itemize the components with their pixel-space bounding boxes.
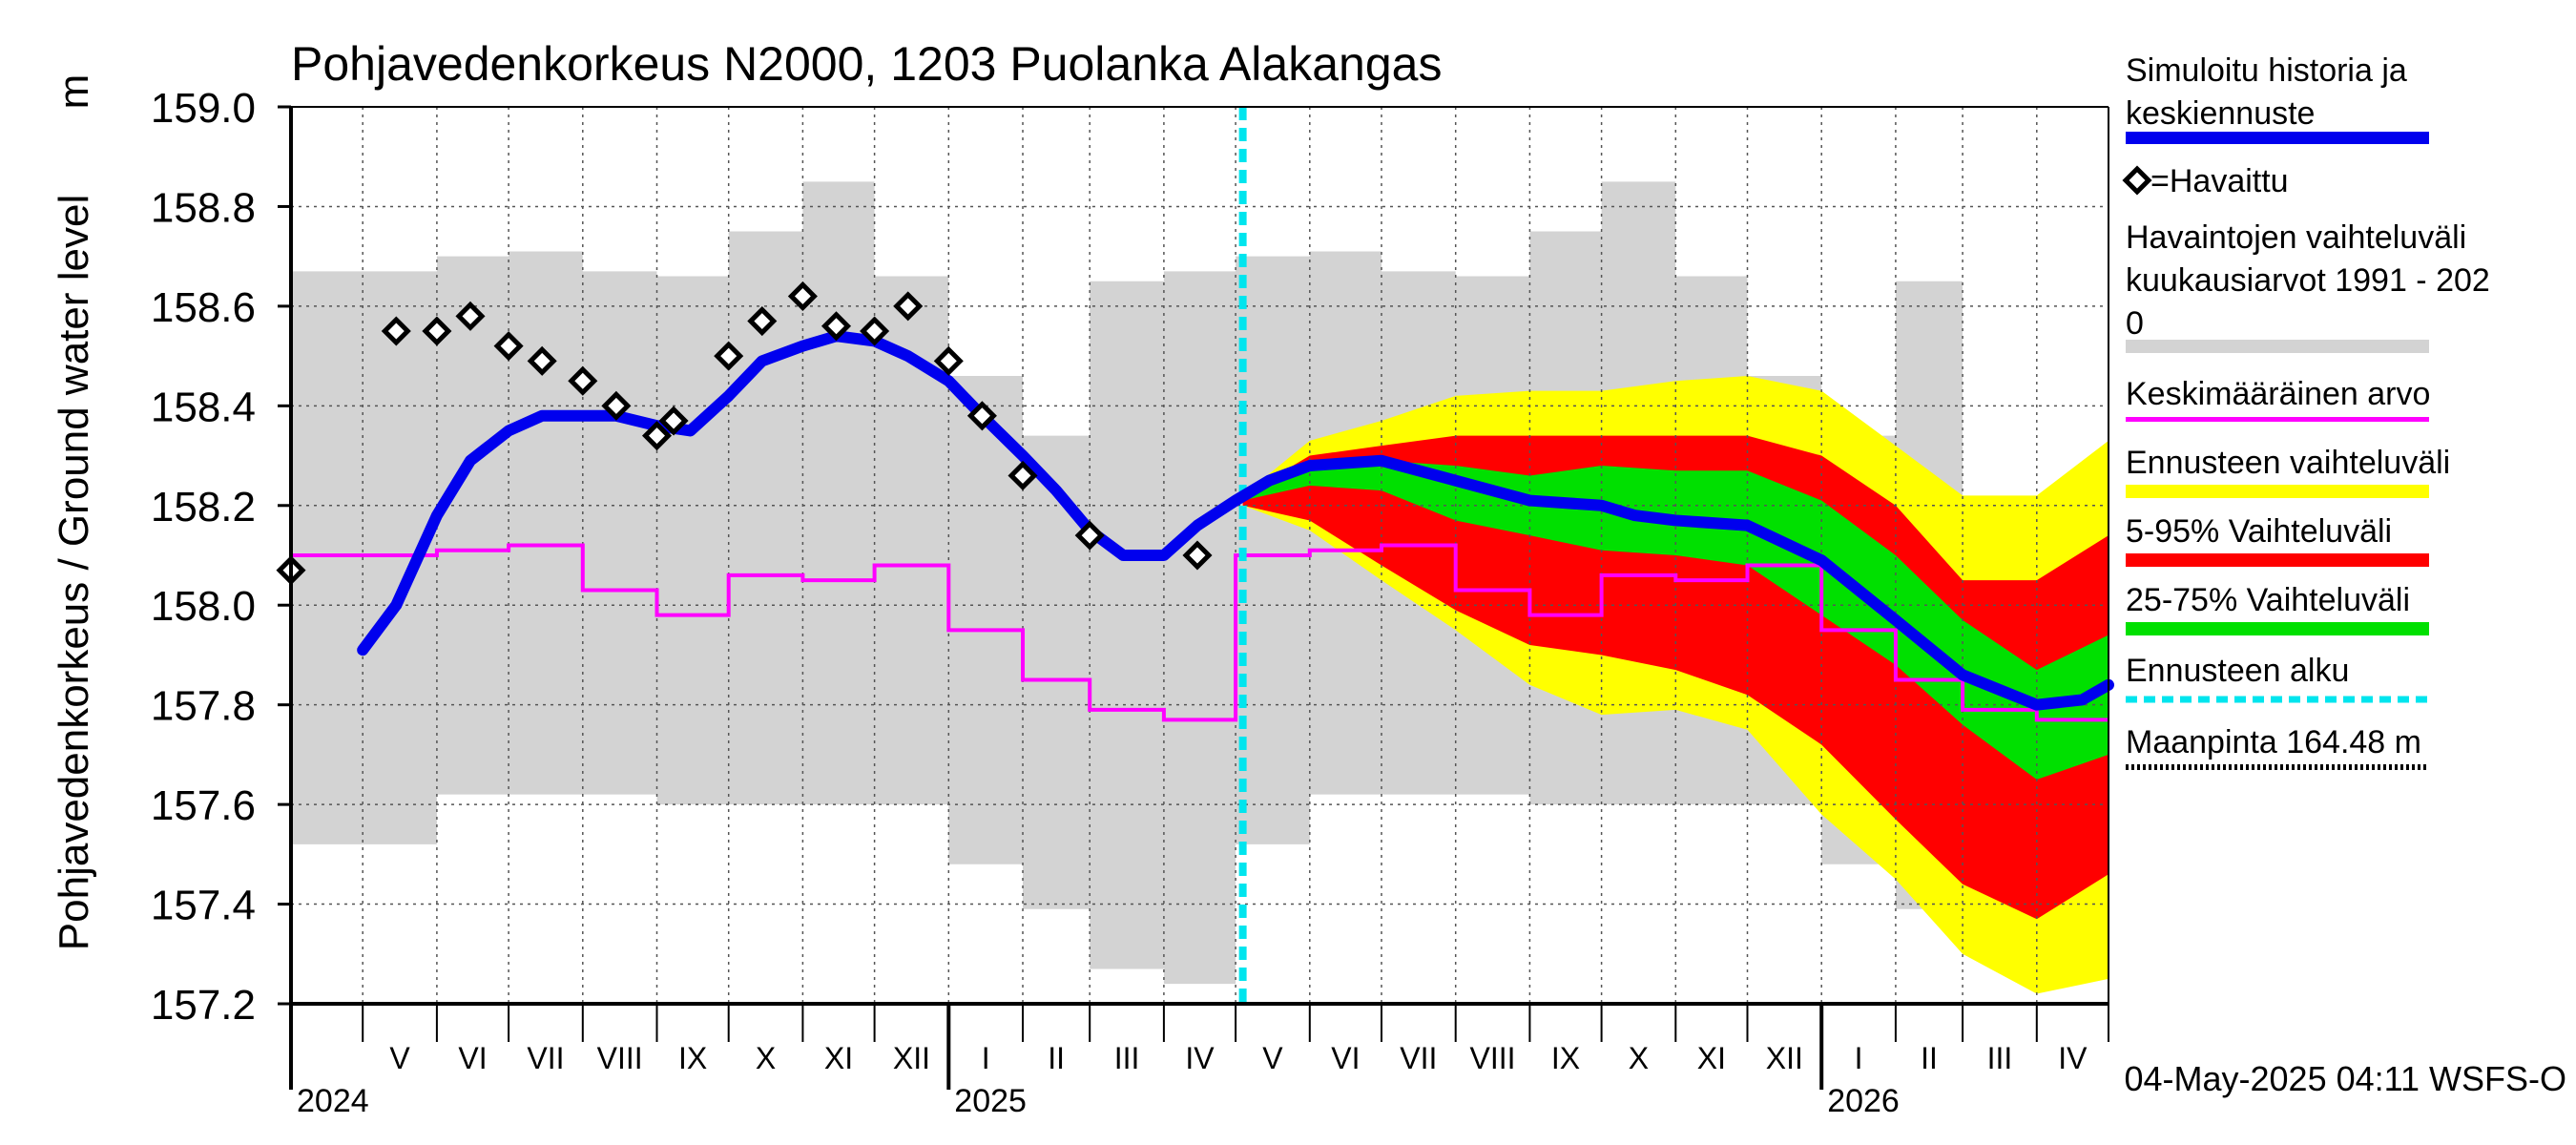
legend-label-mean: Keskimääräinen arvo: [2126, 376, 2430, 412]
month-label: X: [756, 1041, 776, 1075]
observed-point: [1008, 460, 1038, 490]
y-tick-label: 158.6: [151, 284, 256, 331]
month-label: II: [1048, 1041, 1065, 1075]
month-label: IV: [1185, 1041, 1215, 1075]
legend-label-simulated: Simuloitu historia ja: [2126, 52, 2407, 89]
observed-point: [493, 331, 524, 362]
y-tick-label: 158.8: [151, 184, 256, 231]
month-label: I: [1855, 1041, 1863, 1075]
observed-point: [381, 316, 411, 346]
observed-point: [787, 281, 818, 311]
legend-label-5-95: 5-95% Vaihteluväli: [2126, 513, 2392, 550]
month-label: XII: [893, 1041, 930, 1075]
year-label: 2025: [954, 1083, 1027, 1119]
month-label: XI: [824, 1041, 853, 1075]
observed-point: [455, 301, 486, 331]
legend-label-simulated: keskiennuste: [2126, 95, 2315, 132]
y-axis-unit: m: [51, 74, 97, 110]
month-label: III: [1987, 1041, 2013, 1075]
month-label: VIII: [597, 1041, 643, 1075]
month-label: IX: [1551, 1041, 1580, 1075]
y-tick-label: 158.4: [151, 384, 256, 430]
legend-label-range: 0: [2126, 305, 2144, 342]
month-label: VI: [1331, 1041, 1360, 1075]
legend-swatch-5-95: [2126, 553, 2429, 567]
month-label: V: [389, 1041, 410, 1075]
month-label: IX: [678, 1041, 707, 1075]
y-tick-label: 157.8: [151, 683, 256, 730]
y-tick-label: 157.2: [151, 982, 256, 1029]
historical-range-band: [291, 181, 1963, 985]
legend: Simuloitu historia ja keskiennuste =Havait…: [2122, 52, 2490, 770]
month-label: XII: [1766, 1041, 1803, 1075]
observed-point: [821, 311, 852, 342]
observed-point: [601, 390, 632, 421]
y-tick-label: 159.0: [151, 85, 256, 132]
observed-point: [658, 406, 689, 436]
month-label: XI: [1697, 1041, 1726, 1075]
y-ticks: 159.0 158.8 158.6 158.4 158.2 158.0 157.8 157.6…: [151, 85, 291, 1029]
observed-point: [568, 365, 598, 396]
y-axis-label: Pohjavedenkorkeus / Ground water level: [51, 195, 97, 950]
simulated-layer: [357, 330, 2114, 711]
month-label: V: [1262, 1041, 1283, 1075]
observed-layer: [276, 281, 1213, 586]
legend-swatch-mean: [2126, 417, 2429, 422]
footer-timestamp: 04-May-2025 04:11 WSFS-O: [2124, 1059, 2566, 1098]
year-label: 2026: [1827, 1083, 1900, 1119]
observed-point: [893, 291, 924, 322]
month-label: IV: [2058, 1041, 2088, 1075]
legend-swatch-25-75: [2126, 622, 2429, 635]
observed-point: [422, 316, 452, 346]
x-ticks: V VI VII VIII IX X XI XII I II III IV V VI VII VIII IX X X…: [289, 1004, 2109, 1119]
observed-point: [527, 345, 557, 376]
observed-point: [1074, 520, 1105, 551]
legend-swatch-simulated: [2126, 132, 2429, 144]
observed-point: [860, 316, 890, 346]
chart-title: Pohjavedenkorkeus N2000, 1203 Puolanka A…: [291, 37, 1442, 91]
month-label: II: [1921, 1041, 1938, 1075]
legend-label-ground: Maanpinta 164.48 m: [2126, 724, 2421, 760]
legend-label-forecast-start: Ennusteen alku: [2126, 653, 2349, 689]
observed-point: [714, 341, 744, 371]
y-tick-label: 158.0: [151, 583, 256, 630]
month-label: VII: [527, 1041, 564, 1075]
simulated-line: [357, 330, 2114, 711]
y-tick-label: 157.4: [151, 883, 256, 929]
observed-point: [641, 421, 673, 451]
axes-layer: [289, 106, 2109, 1006]
range-band-layer: [291, 181, 1963, 985]
observed-point: [747, 306, 778, 337]
legend-diamond-observed: [2122, 165, 2152, 196]
observed-point: [1182, 540, 1213, 571]
legend-label-range: kuukausiarvot 1991 - 202: [2126, 262, 2490, 299]
month-label: VI: [458, 1041, 487, 1075]
month-label: VIII: [1470, 1041, 1516, 1075]
month-label: I: [982, 1041, 990, 1075]
legend-label-range: Havaintojen vaihteluväli: [2126, 219, 2466, 256]
legend-label-observed: =Havaittu: [2150, 163, 2289, 199]
legend-label-forecast-range: Ennusteen vaihteluväli: [2126, 445, 2450, 481]
year-label: 2024: [297, 1083, 369, 1119]
legend-swatch-forecast-range: [2126, 485, 2429, 498]
observed-point: [933, 345, 964, 376]
month-label: III: [1114, 1041, 1140, 1075]
month-label: X: [1629, 1041, 1649, 1075]
y-tick-label: 158.2: [151, 484, 256, 531]
month-label: VII: [1400, 1041, 1437, 1075]
legend-label-25-75: 25-75% Vaihteluväli: [2126, 582, 2410, 618]
observed-point: [966, 401, 997, 431]
legend-swatch-range: [2126, 340, 2429, 353]
y-tick-label: 157.6: [151, 782, 256, 829]
